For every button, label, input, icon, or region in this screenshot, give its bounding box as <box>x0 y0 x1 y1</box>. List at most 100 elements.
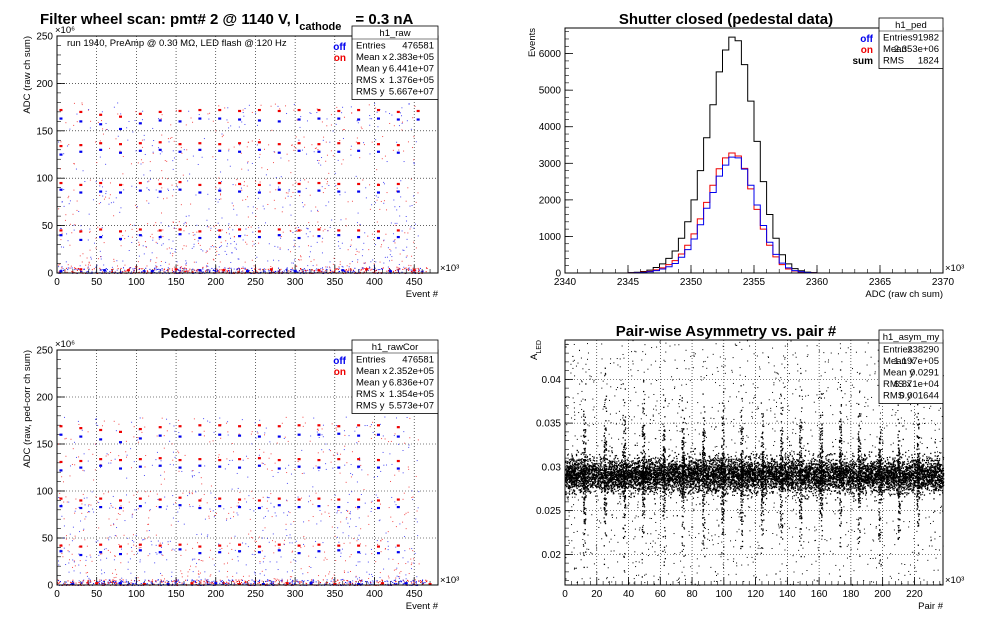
scatter-dot <box>322 424 324 426</box>
baseline-dot <box>281 271 283 273</box>
scatter-dot <box>252 497 254 499</box>
baseline-dot <box>226 271 228 273</box>
baseline-dot <box>268 270 270 272</box>
scatter-dot <box>133 426 135 428</box>
scatter-dot <box>268 243 270 245</box>
scatter-dot <box>58 582 60 584</box>
scatter-dot <box>220 198 222 200</box>
scatter-dot <box>292 550 294 552</box>
marker-off <box>337 234 341 237</box>
baseline-dot <box>417 270 419 272</box>
plot-frame-0 <box>56 35 439 274</box>
stats-value: 5.573e+07 <box>389 401 434 412</box>
pair-point <box>568 488 571 490</box>
baseline-dot <box>188 270 190 272</box>
pair-point <box>914 453 916 455</box>
scatter-dot <box>99 185 101 187</box>
scatter-dot <box>394 206 396 208</box>
scatter-dot <box>245 199 247 201</box>
marker-off <box>218 433 222 436</box>
scatter-dot <box>269 441 271 443</box>
scatter-dot <box>61 553 63 555</box>
scatter-dot <box>238 433 240 435</box>
scatter-dot <box>202 560 204 562</box>
pair-point <box>797 459 799 461</box>
baseline-dot <box>138 580 140 582</box>
baseline-dot <box>281 580 283 582</box>
scatter-dot <box>204 578 206 580</box>
scatter-dot <box>206 265 208 267</box>
scatter-dot <box>262 537 264 539</box>
marker-on <box>198 183 202 187</box>
scatter-dot <box>415 579 417 581</box>
scatter-dot <box>125 579 127 581</box>
scatter-dot <box>309 251 311 253</box>
scatter-dot <box>410 178 412 180</box>
scatter-dot <box>128 501 130 503</box>
scatter-dot <box>407 466 409 468</box>
scatter-dot <box>395 569 397 571</box>
pair-point <box>672 481 675 484</box>
scatter-dot <box>341 548 343 550</box>
scatter-dot <box>341 265 343 267</box>
scatter-dot <box>242 199 244 201</box>
baseline-dot <box>271 583 273 585</box>
scatter-dot <box>307 236 309 238</box>
scatter-dot <box>65 122 67 124</box>
scatter-dot <box>166 248 168 250</box>
scatter-dot <box>219 187 221 189</box>
scatter-dot <box>391 496 393 498</box>
scatter-dot <box>410 265 412 267</box>
scatter-dot <box>411 548 413 550</box>
scatter-dot <box>261 580 263 582</box>
pair-point <box>594 469 597 472</box>
scatter-dot <box>293 145 295 147</box>
scatter-dot <box>338 271 340 273</box>
scatter-dot <box>335 268 337 270</box>
scatter-dot <box>162 198 164 200</box>
pair-point <box>706 487 709 489</box>
marker-on <box>158 457 162 460</box>
y-tick-label: 50 <box>42 534 54 545</box>
scatter-dot <box>67 264 69 266</box>
scatter-dot <box>369 583 371 585</box>
marker-off <box>198 148 202 151</box>
baseline-dot <box>228 271 230 273</box>
baseline-dot <box>237 268 239 270</box>
baseline-dot <box>205 582 207 584</box>
marker-off <box>59 117 63 120</box>
scatter-dot <box>277 246 279 248</box>
scatter-dot <box>196 231 198 233</box>
scatter-dot <box>86 556 88 558</box>
scatter-dot <box>316 241 318 243</box>
marker-off <box>238 434 242 437</box>
marker-off <box>238 150 242 153</box>
baseline-dot <box>244 581 246 583</box>
scatter-dot <box>73 224 75 226</box>
baseline-dot <box>372 271 374 273</box>
scatter-dot <box>97 258 99 260</box>
baseline-dot <box>220 581 222 583</box>
baseline-dot <box>348 271 350 273</box>
scatter-dot <box>378 520 380 522</box>
pair-point <box>932 484 934 486</box>
scatter-dot <box>339 261 341 263</box>
scatter-dot <box>405 574 407 576</box>
scatter-dot <box>117 513 119 515</box>
scatter-dot <box>345 518 347 520</box>
scatter-dot <box>86 575 88 577</box>
scatter-dot <box>100 463 102 465</box>
scatter-dot <box>258 242 260 244</box>
baseline-dot <box>410 581 412 583</box>
scatter-dot <box>269 184 271 186</box>
baseline-dot <box>186 270 188 272</box>
marker-on <box>79 230 83 233</box>
scatter-dot <box>323 136 325 138</box>
marker-off <box>99 438 103 441</box>
scatter-dot <box>368 104 370 106</box>
baseline-dot <box>258 268 260 270</box>
pair-point <box>922 463 925 465</box>
scatter-dot <box>208 556 210 558</box>
pad-title: Shutter closed (pedestal data) <box>619 11 833 28</box>
marker-on <box>277 109 281 113</box>
